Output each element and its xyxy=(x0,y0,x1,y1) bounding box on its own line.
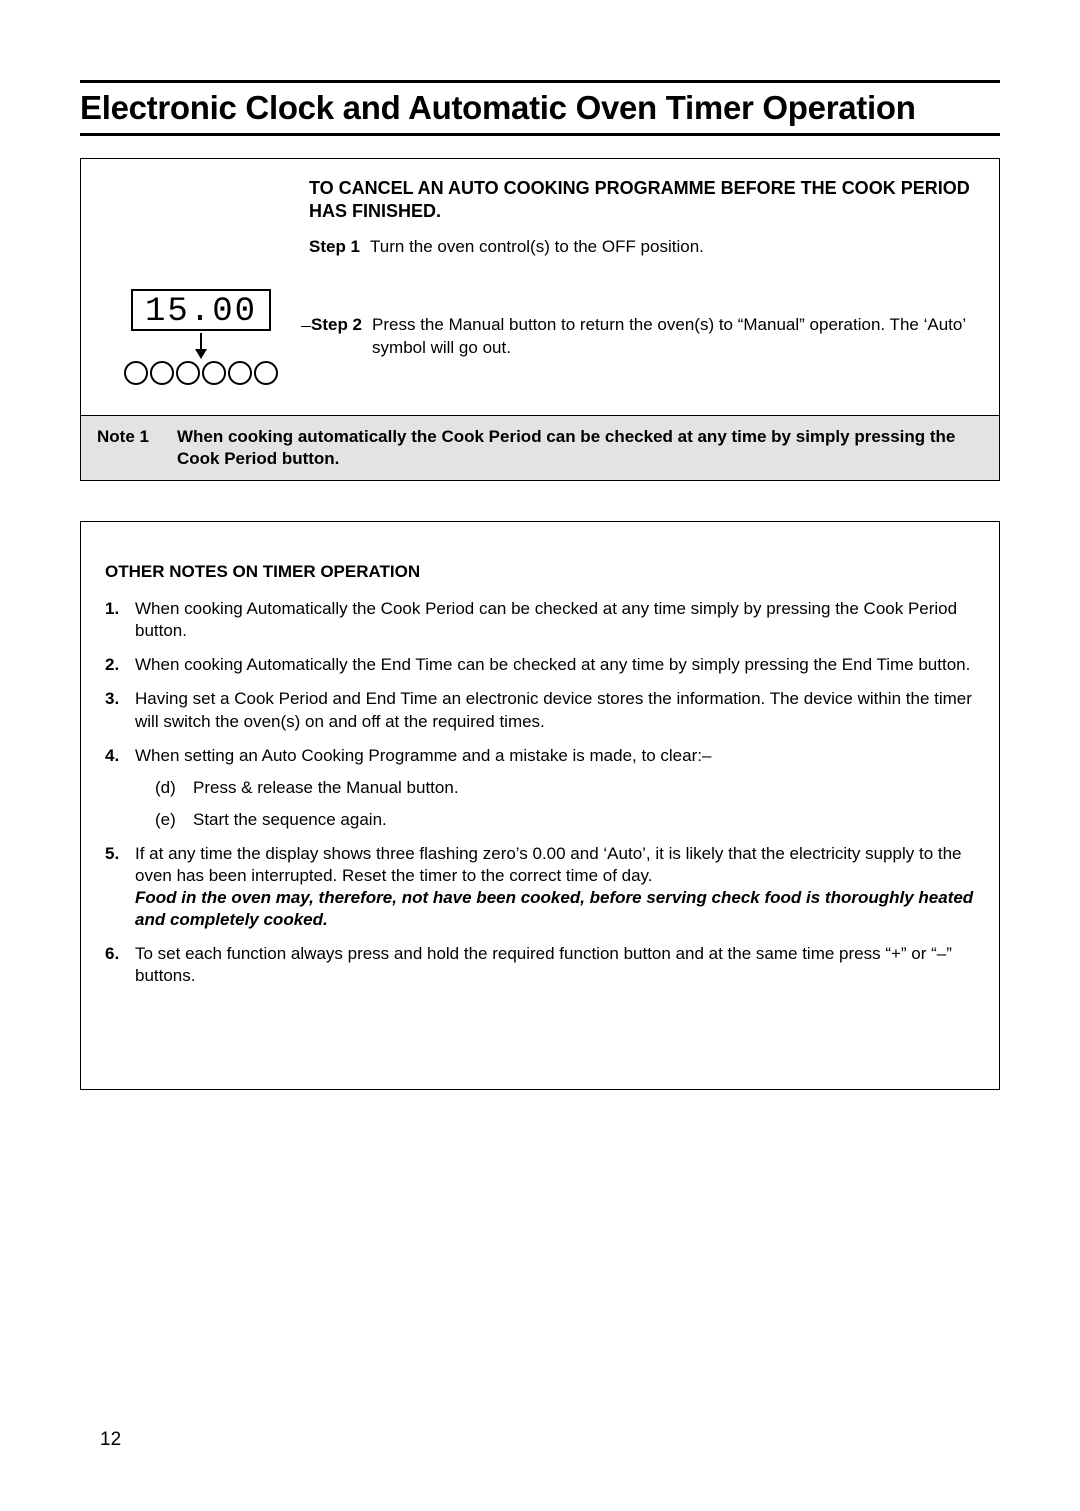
timer-button-3 xyxy=(176,361,200,385)
note-item: 6.To set each function always press and … xyxy=(105,943,975,987)
cancel-section: TO CANCEL AN AUTO COOKING PROGRAMME BEFO… xyxy=(80,158,1000,416)
arrow-down-icon xyxy=(193,333,209,359)
timer-buttons-row xyxy=(124,361,278,385)
note-1-text: When cooking automatically the Cook Peri… xyxy=(177,426,983,470)
note-1-box: Note 1 When cooking automatically the Co… xyxy=(80,415,1000,481)
note-item: 3.Having set a Cook Period and End Time … xyxy=(105,688,975,732)
note-item: 1.When cooking Automatically the Cook Pe… xyxy=(105,598,975,642)
note-item-number: 5. xyxy=(105,843,135,931)
timer-button-2 xyxy=(150,361,174,385)
timer-display-column: 15.00 xyxy=(101,289,301,385)
leader-line xyxy=(301,326,311,327)
note-item-body: Having set a Cook Period and End Time an… xyxy=(135,688,975,732)
section-spacer xyxy=(80,481,1000,521)
lcd-display: 15.00 xyxy=(131,289,271,331)
page-title: Electronic Clock and Automatic Oven Time… xyxy=(80,89,1000,127)
timer-button-4 xyxy=(202,361,226,385)
note-item-number: 3. xyxy=(105,688,135,732)
top-rule xyxy=(80,80,1000,83)
note-item: 4.When setting an Auto Cooking Programme… xyxy=(105,745,975,831)
note-item-body: When cooking Automatically the End Time … xyxy=(135,654,975,676)
note-sub-text: Press & release the Manual button. xyxy=(193,777,459,799)
note-item-text: Having set a Cook Period and End Time an… xyxy=(135,689,972,730)
note-item-body: If at any time the display shows three f… xyxy=(135,843,975,931)
note-item-body: When setting an Auto Cooking Programme a… xyxy=(135,745,975,831)
note-sub-letter: (e) xyxy=(155,809,193,831)
step-2-label: Step 2 xyxy=(311,314,362,360)
note-item-warning: Food in the oven may, therefore, not hav… xyxy=(135,888,973,929)
step-1-row: Step 1 Turn the oven control(s) to the O… xyxy=(309,236,979,259)
note-item-number: 2. xyxy=(105,654,135,676)
note-item-number: 1. xyxy=(105,598,135,642)
notes-list: 1.When cooking Automatically the Cook Pe… xyxy=(105,598,975,987)
step-2-text-column: Step 2 Press the Manual button to return… xyxy=(311,314,979,360)
cancel-heading: TO CANCEL AN AUTO COOKING PROGRAMME BEFO… xyxy=(309,177,979,222)
note-item: 5.If at any time the display shows three… xyxy=(105,843,975,931)
page-content: Electronic Clock and Automatic Oven Time… xyxy=(0,0,1080,1090)
note-1-label: Note 1 xyxy=(97,426,149,470)
other-notes-heading: OTHER NOTES ON TIMER OPERATION xyxy=(105,562,975,582)
note-sub-text: Start the sequence again. xyxy=(193,809,387,831)
title-rule xyxy=(80,133,1000,136)
note-item: 2.When cooking Automatically the End Tim… xyxy=(105,654,975,676)
note-item-text: To set each function always press and ho… xyxy=(135,944,952,985)
page-number: 12 xyxy=(100,1429,121,1451)
timer-button-6 xyxy=(254,361,278,385)
timer-button-1 xyxy=(124,361,148,385)
timer-button-5 xyxy=(228,361,252,385)
step-2-text: Press the Manual button to return the ov… xyxy=(372,314,979,360)
note-item-body: To set each function always press and ho… xyxy=(135,943,975,987)
step-1-label: Step 1 xyxy=(309,236,360,259)
note-item-number: 4. xyxy=(105,745,135,831)
note-item-text: When cooking Automatically the End Time … xyxy=(135,655,970,674)
note-item-text: When cooking Automatically the Cook Peri… xyxy=(135,599,957,640)
note-item-body: When cooking Automatically the Cook Peri… xyxy=(135,598,975,642)
step-2-block: 15.00 Step 2 Press the Man xyxy=(101,289,979,385)
note-item-text: When setting an Auto Cooking Programme a… xyxy=(135,746,711,765)
note-sub-item: (e)Start the sequence again. xyxy=(135,809,975,831)
step-1-text: Turn the oven control(s) to the OFF posi… xyxy=(370,236,979,259)
other-notes-section: OTHER NOTES ON TIMER OPERATION 1.When co… xyxy=(80,521,1000,1090)
note-sub-letter: (d) xyxy=(155,777,193,799)
note-sub-item: (d)Press & release the Manual button. xyxy=(135,777,975,799)
note-item-text: If at any time the display shows three f… xyxy=(135,844,962,885)
note-item-number: 6. xyxy=(105,943,135,987)
